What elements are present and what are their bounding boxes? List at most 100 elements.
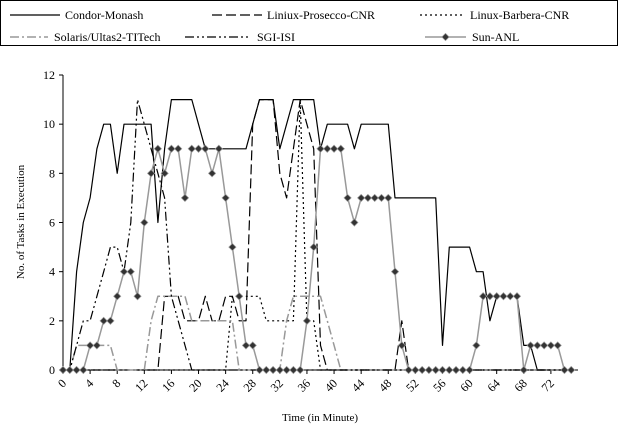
x-tick-label: 32 [268,376,286,394]
sun-anl-point [58,365,68,375]
sun-anl-point [65,365,74,375]
sun-anl-point [465,365,474,375]
sun-anl-point [316,144,325,153]
sun-anl-point [336,144,345,153]
legend-box [0,0,618,46]
x-tick-label: 0 [55,376,69,390]
sun-anl-point [397,341,406,350]
sun-anl-point [248,341,257,350]
sun-anl-point [546,341,555,350]
sun-anl-point [241,341,251,350]
sun-anl-point [207,169,217,178]
y-tick-label: 0 [49,363,55,377]
y-tick-label: 10 [43,117,55,131]
sun-anl-point [377,193,386,203]
y-tick-label: 12 [43,68,55,82]
x-tick-label: 68 [512,376,530,394]
x-tick-label: 16 [159,376,177,394]
legend-marker-sun-anl [441,32,450,42]
sun-anl-point [458,365,467,375]
y-tick-label: 8 [49,166,55,180]
sun-anl-point [343,193,352,203]
sun-anl-point [526,341,535,350]
sun-anl-point [411,365,420,375]
x-tick-label: 60 [457,376,475,394]
sun-anl-point [167,144,176,153]
sun-anl-point [235,292,244,301]
legend-label-3: Solaris/Ultas2-TITech [54,30,160,44]
x-tick-label: 56 [430,376,448,394]
legend-label-5: Sun-ANL [472,30,519,44]
sun-anl-point [255,365,264,375]
x-tick-label: 12 [132,376,150,394]
sun-anl-point [485,292,495,301]
legend: Condor-Monash Liniux-Prosecco-CNR Linux-Ba… [0,0,618,46]
x-tick-label: 64 [484,376,502,394]
sun-anl-point [357,193,366,203]
sun-anl-point [424,365,434,375]
sun-anl-point [126,267,135,276]
sun-anl-point [438,365,447,375]
sun-anl-point [187,144,196,153]
series-line-1 [63,98,572,371]
sun-anl-point [472,341,481,350]
sun-anl-point [106,316,115,325]
sun-anl-point [479,292,488,301]
x-tick-label: 36 [295,376,313,394]
x-axis-title: Time (in Minute) [282,412,358,424]
sun-anl-point [404,365,413,375]
y-tick-label: 6 [49,216,55,230]
sun-anl-point [445,365,454,375]
sun-anl-point [119,267,129,276]
sun-anl-point [133,292,142,301]
legend-label-4: SGI-ISI [257,30,295,44]
sun-anl-point [153,144,162,153]
legend-label-2: Linux-Barbera-CNR [470,8,569,22]
x-tick-label: 44 [349,376,367,394]
sun-anl-point [309,242,318,252]
x-tick-label: 20 [186,376,204,394]
sun-anl-point [214,144,223,153]
legend-label-0: Condor-Monash [65,8,143,22]
x-tick-label: 8 [109,376,123,390]
sun-anl-point [390,267,400,276]
x-tick-label: 52 [403,376,421,394]
x-tick-label: 72 [539,376,557,394]
sun-anl-point [329,144,339,153]
y-axis-title: No. of Tasks in Execution [15,164,27,279]
sun-anl-point [160,169,169,178]
y-ticks: 0 2 4 6 8 10 12 [43,68,63,377]
sun-anl-point [99,316,108,325]
sun-anl-point [506,292,515,301]
sun-anl-point [302,316,312,325]
sun-anl-point [79,365,88,375]
sun-anl-point [296,365,305,375]
sun-anl-point [540,341,549,350]
y-tick-label: 4 [49,265,55,279]
sun-anl-point [567,365,576,375]
sun-anl-point [553,341,562,350]
x-tick-label: 24 [213,376,231,394]
series-line-4 [63,98,572,371]
sun-anl-point [180,193,190,203]
sun-anl-point [533,341,542,350]
sun-anl-point [323,144,332,153]
sun-anl-point [363,193,373,203]
sun-anl-point [275,365,284,375]
x-ticks: 0 4 8 12 16 20 24 28 32 36 40 44 48 52 56 60 64 68 72 [55,370,557,395]
series-group [58,98,576,375]
sun-anl-point [451,365,461,375]
series-line-3 [63,295,572,371]
sun-anl-point [174,144,183,153]
sun-anl-point [350,218,359,227]
y-tick-label: 2 [49,314,55,328]
sun-anl-point [86,341,95,350]
sun-anl-point [499,292,508,301]
x-tick-label: 28 [240,376,258,394]
sun-anl-point [370,193,379,203]
sun-anl-point [228,242,237,252]
sun-anl-point [72,365,81,375]
sun-anl-point [201,144,210,153]
sun-anl-point [113,292,122,301]
sun-anl-point [418,365,427,375]
